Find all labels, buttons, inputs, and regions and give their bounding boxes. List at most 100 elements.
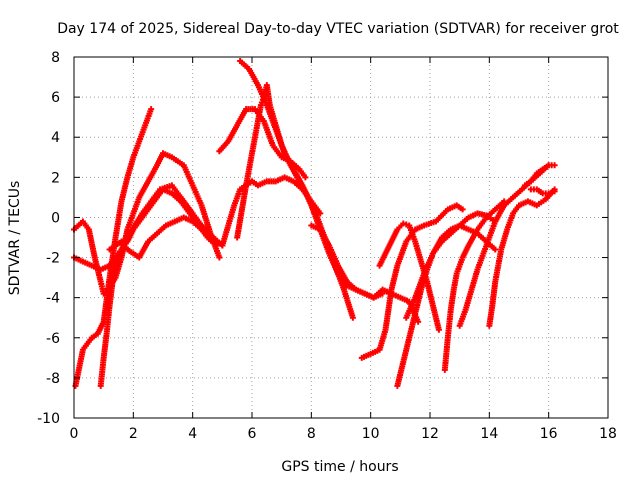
data-point-trail xyxy=(381,287,393,296)
data-point-trail xyxy=(388,264,400,291)
data-point-trail xyxy=(170,184,183,199)
data-point-trail xyxy=(274,175,286,184)
data-point xyxy=(148,106,155,113)
data-point xyxy=(216,254,223,261)
data-point-trail xyxy=(297,168,307,179)
data-point-trail xyxy=(523,179,532,188)
data-point xyxy=(551,162,558,169)
data-point-trail xyxy=(400,336,412,363)
data-point xyxy=(415,318,422,325)
data-point-trail xyxy=(445,309,454,339)
data-point-trail xyxy=(106,280,116,307)
data-point-trail xyxy=(73,255,84,264)
data-point-trail xyxy=(182,215,194,224)
data-point-trail xyxy=(363,291,375,300)
data-point-trail xyxy=(412,272,427,299)
data-point-trail xyxy=(125,226,136,239)
data-point-trail xyxy=(291,168,305,187)
data-point-trail xyxy=(494,200,506,211)
data-point-trail xyxy=(257,179,268,188)
data-point xyxy=(459,206,466,213)
data-point-trail xyxy=(406,312,418,339)
data-point-trail xyxy=(261,120,275,147)
data-point-trail xyxy=(447,203,458,212)
data-point-trail xyxy=(97,357,107,387)
data-point-trail xyxy=(132,251,141,260)
data-point-trail xyxy=(82,259,93,268)
data-point-trail xyxy=(318,228,332,247)
data-point-trail xyxy=(467,227,479,236)
data-point-trail xyxy=(345,280,358,292)
x-tick-label: 4 xyxy=(188,426,197,442)
data-point-trail xyxy=(271,144,284,159)
x-tick-label: 8 xyxy=(307,426,316,442)
data-point-trail xyxy=(431,240,444,255)
data-point-trail xyxy=(234,184,249,239)
data-point-trail xyxy=(434,208,450,223)
data-point-trail xyxy=(114,239,123,248)
series-track-11 xyxy=(358,202,466,361)
data-point-trail xyxy=(527,199,538,208)
data-point-trail xyxy=(399,295,411,304)
y-tick-label: 0 xyxy=(51,210,60,226)
data-point-trail xyxy=(119,176,130,203)
axis-ticks: 0 2 4 6 8 10 12 14 16 18 -10 -8 -6 -4 -2 0 2 4 6 8 xyxy=(37,50,617,442)
data-point-trail xyxy=(90,332,99,340)
data-point-trail xyxy=(341,288,356,319)
data-point-trail xyxy=(165,219,176,228)
data-point-trail xyxy=(200,224,215,239)
y-tick-label: 6 xyxy=(51,90,60,106)
data-point-trail xyxy=(243,152,255,187)
data-point-trail xyxy=(489,280,498,307)
data-point xyxy=(551,188,558,195)
data-point-trail xyxy=(394,361,406,387)
x-tick-label: 16 xyxy=(540,426,558,442)
data-point-trail xyxy=(162,151,173,160)
data-point-trail xyxy=(100,276,113,323)
data-point-trail xyxy=(86,228,98,259)
data-point-trail xyxy=(72,349,86,387)
data-point-trail xyxy=(264,104,278,131)
data-point-trail xyxy=(282,152,296,171)
data-point xyxy=(492,246,499,253)
grid xyxy=(74,57,608,418)
data-point-trail xyxy=(174,215,185,224)
data-point-trail xyxy=(518,199,529,208)
data-point-trail xyxy=(239,183,248,192)
data-point-trail xyxy=(455,203,464,212)
data-point-trail xyxy=(137,180,151,199)
data-point-trail xyxy=(72,220,85,231)
data-point-trail xyxy=(170,155,185,167)
data-point xyxy=(198,226,205,233)
data-point-trail xyxy=(112,200,125,239)
data-point-trail xyxy=(179,196,195,215)
x-tick-label: 2 xyxy=(129,426,138,442)
data-point-trail xyxy=(119,240,129,251)
data-series xyxy=(71,58,558,389)
data-point-trail xyxy=(131,212,144,229)
series-track-5 xyxy=(106,214,205,261)
data-point-trail xyxy=(266,178,277,185)
data-point-trail xyxy=(258,96,266,106)
x-tick-label: 0 xyxy=(70,426,79,442)
data-point-trail xyxy=(235,108,248,127)
data-point-trail xyxy=(81,220,91,231)
y-tick-label: -6 xyxy=(46,331,60,347)
data-point-trail xyxy=(149,188,162,203)
data-point-trail xyxy=(206,236,218,247)
data-point-trail xyxy=(273,128,287,155)
data-point-trail xyxy=(466,228,480,247)
data-point-trail xyxy=(103,305,113,335)
data-point-trail xyxy=(226,124,240,143)
data-point-trail xyxy=(81,336,94,351)
data-point-trail xyxy=(309,204,323,231)
data-point-trail xyxy=(535,167,544,175)
x-tick-label: 6 xyxy=(248,426,257,442)
data-point-trail xyxy=(458,216,470,227)
x-axis-label: GPS time / hours xyxy=(281,459,398,475)
data-point-trail xyxy=(412,288,424,315)
y-tick-label: -8 xyxy=(46,371,60,387)
x-tick-label: 18 xyxy=(599,426,617,442)
data-point-trail xyxy=(535,187,544,196)
